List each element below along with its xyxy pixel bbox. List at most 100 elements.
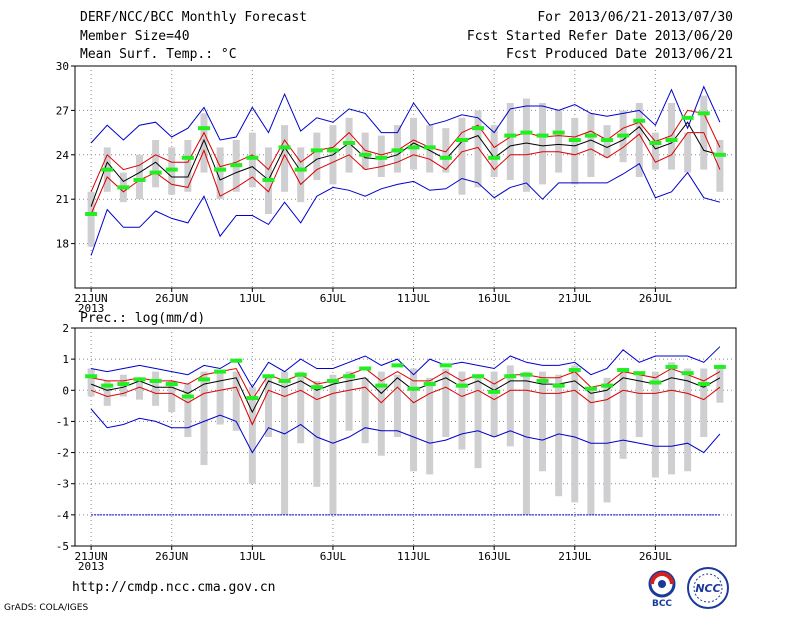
prec-range-bar bbox=[571, 365, 579, 503]
prec-green-marker bbox=[262, 374, 275, 379]
temp-green-marker bbox=[697, 111, 710, 116]
prec-year-label: 2013 bbox=[78, 560, 105, 573]
prec-panel-title: Prec.: log(mm/d) bbox=[80, 311, 205, 326]
prec-green-marker bbox=[536, 378, 549, 383]
prec-range-bar bbox=[635, 371, 643, 437]
temp-green-marker bbox=[423, 145, 436, 150]
prec-x-tick-label: 21JUN bbox=[75, 550, 108, 563]
prec-range-bar bbox=[587, 387, 595, 515]
forecast-period: For 2013/06/21-2013/07/30 bbox=[537, 10, 733, 25]
prec-green-marker bbox=[149, 378, 162, 383]
temp-plot-frame bbox=[74, 65, 737, 289]
temp-range-bar bbox=[587, 113, 595, 177]
prec-green-marker bbox=[246, 396, 259, 401]
prec-range-bar bbox=[377, 371, 385, 456]
prec-green-marker bbox=[117, 382, 130, 387]
source-url[interactable]: http://cmdp.ncc.cma.gov.cn bbox=[72, 580, 276, 595]
prec-green-marker bbox=[697, 382, 710, 387]
temp-green-marker bbox=[101, 167, 114, 172]
prec-y-tick-label: -3 bbox=[56, 478, 69, 491]
prec-x-tick-label: 21JUL bbox=[558, 550, 591, 563]
prec-range-bar bbox=[716, 365, 724, 403]
prec-green-marker bbox=[488, 389, 501, 394]
temp-range-bar bbox=[506, 103, 514, 180]
temp-green-marker bbox=[294, 167, 307, 172]
prec-range-bar bbox=[700, 368, 708, 437]
temp-green-marker bbox=[117, 185, 130, 190]
prec-green-marker bbox=[665, 364, 678, 369]
prec-y-tick-label: -1 bbox=[56, 415, 69, 428]
prec-range-bar bbox=[345, 371, 353, 431]
temp-range-bar bbox=[345, 117, 353, 173]
prec-mean-line bbox=[90, 377, 721, 414]
prec-green-marker bbox=[278, 378, 291, 383]
prec-range-bar bbox=[651, 371, 659, 478]
prec-range-bar bbox=[168, 380, 176, 413]
temp-green-marker bbox=[149, 170, 162, 175]
temp-range-bar bbox=[410, 117, 418, 170]
temp-range-bar bbox=[490, 125, 498, 177]
prec-green-marker bbox=[713, 364, 726, 369]
temp-green-marker bbox=[552, 130, 565, 135]
temp-green-marker bbox=[165, 167, 178, 172]
bcc-logo-text: BCC bbox=[652, 599, 672, 608]
prec-green-marker bbox=[375, 383, 388, 388]
temp-year-label: 2013 bbox=[78, 302, 105, 315]
prec-green-marker bbox=[439, 363, 452, 368]
prec-y-tick-label: -4 bbox=[56, 509, 70, 522]
temp-green-marker bbox=[343, 140, 356, 145]
forecast-start-date: Fcst Started Refer Date 2013/06/20 bbox=[466, 29, 733, 44]
prec-green-marker bbox=[294, 372, 307, 377]
temp-range-bar bbox=[458, 117, 466, 195]
prec-x-tick-label: 26JUN bbox=[155, 550, 188, 563]
prec-range-bar bbox=[393, 374, 401, 437]
prec-green-marker bbox=[214, 369, 227, 374]
temp-green-marker bbox=[504, 133, 517, 138]
ncc-logo-text: NCC bbox=[695, 582, 720, 595]
temp-green-marker bbox=[649, 140, 662, 145]
temp-green-marker bbox=[230, 163, 243, 168]
prec-range-bar bbox=[103, 380, 111, 406]
temp-range-bar bbox=[442, 128, 450, 173]
temp-green-marker bbox=[310, 148, 323, 153]
temp-green-marker bbox=[681, 115, 694, 120]
temp-upper-line bbox=[90, 109, 721, 192]
prec-green-marker bbox=[617, 368, 630, 373]
temp-range-bar bbox=[539, 103, 547, 185]
prec-green-marker bbox=[601, 383, 614, 388]
prec-green-marker bbox=[649, 380, 662, 385]
temp-green-marker bbox=[407, 145, 420, 150]
temp-range-bar bbox=[474, 110, 482, 188]
temp-green-marker bbox=[391, 148, 404, 153]
temp-green-marker bbox=[584, 133, 597, 138]
prec-range-bar bbox=[684, 368, 692, 472]
forecast-produced-date: Fcst Produced Date 2013/06/21 bbox=[506, 47, 733, 62]
prec-green-marker bbox=[85, 374, 98, 379]
temp-green-marker bbox=[181, 155, 194, 160]
temp-green-marker bbox=[568, 138, 581, 142]
temp-range-bar bbox=[555, 110, 563, 173]
prec-x-tick-label: 6JUL bbox=[320, 550, 347, 563]
prec-y-tick-label: -2 bbox=[56, 447, 69, 460]
prec-range-bar bbox=[490, 371, 498, 437]
prec-range-bar bbox=[539, 371, 547, 472]
temp-range-bar bbox=[184, 140, 192, 192]
prec-x-tick-label: 11JUL bbox=[397, 550, 430, 563]
temp-max-line bbox=[90, 85, 721, 144]
temp-green-marker bbox=[246, 155, 259, 160]
prec-range-bar bbox=[264, 377, 272, 437]
variable-label: Mean Surf. Temp.: °C bbox=[80, 47, 237, 62]
prec-range-bar bbox=[248, 387, 256, 484]
temp-green-marker bbox=[326, 148, 339, 153]
prec-range-bar bbox=[442, 368, 450, 437]
prec-range-bar bbox=[410, 368, 418, 472]
temp-range-bar bbox=[281, 125, 289, 192]
temp-range-bar bbox=[635, 103, 643, 177]
prec-range-bar bbox=[184, 384, 192, 437]
prec-range-bar bbox=[361, 377, 369, 444]
member-size: Member Size=40 bbox=[80, 29, 190, 44]
prec-range-bar bbox=[555, 374, 563, 497]
temp-y-tick-label: 27 bbox=[56, 104, 69, 117]
prec-range-bar bbox=[135, 377, 143, 400]
ncc-logo: NCC bbox=[687, 567, 729, 609]
